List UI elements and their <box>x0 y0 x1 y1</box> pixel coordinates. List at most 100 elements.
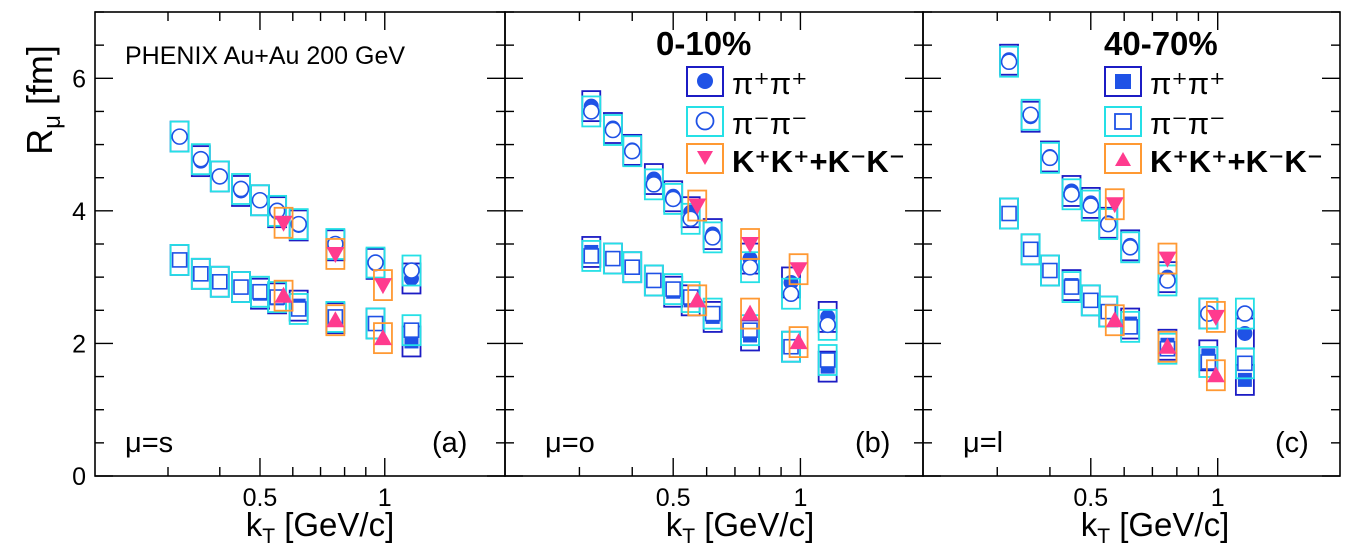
data-point <box>1082 197 1100 214</box>
data-point <box>326 246 345 263</box>
systematic-box <box>1040 254 1060 287</box>
systematic-box <box>817 308 838 341</box>
systematic-box <box>273 206 294 239</box>
data-point <box>688 291 707 308</box>
legend-peripheral-pipi-plus-box <box>1104 66 1142 97</box>
x-axis-labels: kT [GeV/c] kT [GeV/c] kT [GeV/c] <box>246 506 1230 544</box>
legend-central-pipi-plus-label: π⁺π⁺ <box>732 66 808 101</box>
data-point <box>403 322 420 338</box>
plot-frame <box>94 11 506 477</box>
x-axis-label-unit: [GeV/c] <box>1110 506 1229 543</box>
systematic-box <box>1061 178 1082 211</box>
panel-label-a: (a) <box>432 427 467 459</box>
data-point <box>1022 241 1039 258</box>
data-point <box>704 229 721 246</box>
systematic-box <box>1104 188 1125 221</box>
data-point <box>664 190 682 208</box>
x-axis-label-main: k <box>1081 506 1098 543</box>
data-point <box>1237 355 1253 372</box>
systematic-box <box>1205 359 1226 392</box>
systematic-box <box>581 240 602 272</box>
mu-label-a: μ=s <box>125 427 173 459</box>
systematic-box <box>1120 231 1141 264</box>
systematic-box <box>169 120 190 153</box>
data-point <box>1105 197 1124 214</box>
data-point <box>582 103 600 120</box>
series-open-square <box>999 197 1255 380</box>
data-point <box>326 311 345 328</box>
x-axis-label: kT [GeV/c] <box>1081 506 1230 544</box>
data-point <box>403 262 420 279</box>
data-point <box>1121 239 1139 256</box>
panel-a: 0.5 1 <box>94 11 506 512</box>
data-point <box>290 301 307 317</box>
experiment-note: PHENIX Au+Au 200 GeV <box>125 42 405 70</box>
data-point <box>274 215 293 232</box>
data-point <box>1099 215 1117 233</box>
data-point <box>192 150 210 168</box>
systematic-box <box>643 264 664 297</box>
legend-central-kk-label: K⁺K⁺+K⁻K⁻ <box>732 144 905 179</box>
data-point <box>373 329 392 346</box>
x-axis-label-unit: [GeV/c] <box>275 506 394 543</box>
data-point <box>605 250 621 267</box>
systematic-box <box>581 95 602 128</box>
systematic-box <box>401 254 422 287</box>
panel-label-c: (c) <box>1275 427 1309 459</box>
series-open-square <box>581 240 838 376</box>
data-point <box>604 121 622 139</box>
data-point <box>646 272 662 289</box>
systematic-box <box>325 238 346 270</box>
x-axis-label-main: k <box>246 506 263 543</box>
y-tick-label: 0 <box>72 463 86 491</box>
legend-peripheral-kk-box <box>1104 143 1142 174</box>
y-tick-labels: 0 2 4 6 <box>72 65 86 491</box>
systematic-box <box>1198 346 1219 378</box>
systematic-box <box>365 246 386 279</box>
data-point <box>741 258 759 276</box>
data-point <box>1082 292 1099 309</box>
systematic-box <box>622 251 643 284</box>
x-axis-label-sub: T <box>262 525 275 544</box>
x-tick-label: 0.5 <box>243 484 278 512</box>
systematic-box <box>680 202 701 235</box>
data-point <box>645 176 663 193</box>
series-open-circle <box>999 45 1255 330</box>
systematic-box <box>702 221 723 254</box>
data-point <box>232 180 250 198</box>
systematic-box <box>190 257 211 290</box>
y-axis-label-main: R <box>19 129 60 155</box>
systematic-box <box>267 194 288 227</box>
y-axis-label-unit: [fm] <box>19 45 60 115</box>
data-point <box>1206 366 1225 383</box>
series-down-triangle <box>687 189 809 286</box>
data-point <box>211 168 229 185</box>
x-axis-label: kT [GeV/c] <box>246 506 395 544</box>
legend-peripheral-pipi-minus-box <box>1104 106 1142 137</box>
x-tick-label: 0.5 <box>1073 484 1108 512</box>
data-point <box>624 259 641 276</box>
data-point <box>193 266 209 282</box>
series-down-triangle <box>273 206 393 301</box>
systematic-box <box>702 297 723 330</box>
x-tick-label: 1 <box>378 484 392 512</box>
data-point <box>665 281 681 297</box>
systematic-box <box>1020 233 1041 266</box>
systematic-box <box>1080 189 1101 222</box>
legend-central: 0-10% π⁺π⁺ π⁻π⁻ K⁺K⁺+K⁻K⁻ <box>656 25 905 179</box>
y-tick-label: 4 <box>72 198 86 226</box>
data-point <box>367 254 384 271</box>
data-point <box>1001 205 1017 222</box>
systematic-box <box>1104 304 1125 337</box>
data-point <box>819 316 836 334</box>
series-up-triangle <box>273 279 393 355</box>
systematic-box <box>273 279 294 312</box>
legend-central-pipi-minus-box <box>686 106 724 137</box>
systematic-box <box>1098 208 1119 241</box>
systematic-box <box>1234 347 1255 380</box>
panel-label-b: (b) <box>855 427 890 459</box>
legend-central-pipi-plus-box <box>686 66 724 97</box>
y-tick-label: 6 <box>72 65 86 93</box>
y-axis-label-sub: μ <box>39 115 66 129</box>
systematic-box <box>602 242 623 275</box>
